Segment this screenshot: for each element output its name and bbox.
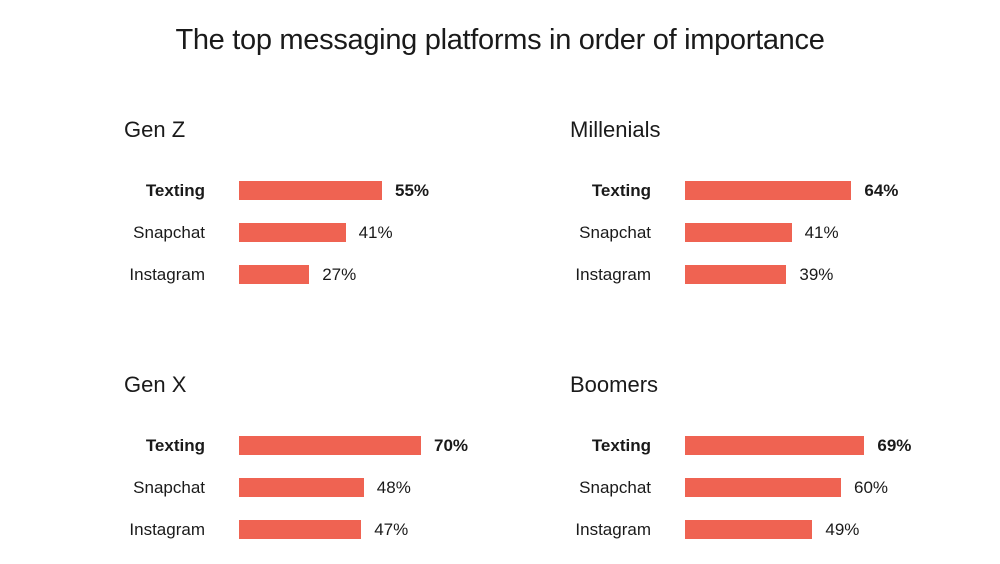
category-label: Texting bbox=[145, 181, 205, 200]
category-label: Instagram bbox=[575, 520, 651, 539]
data-label: 70% bbox=[434, 436, 469, 455]
bar bbox=[239, 478, 364, 497]
data-label: 60% bbox=[854, 478, 889, 497]
data-label: 69% bbox=[877, 436, 912, 455]
bar bbox=[685, 478, 841, 497]
bar bbox=[239, 223, 346, 242]
data-label: 27% bbox=[322, 265, 357, 284]
data-label: 41% bbox=[804, 223, 839, 242]
panel-title: Millenials bbox=[570, 117, 661, 142]
data-label: 48% bbox=[376, 478, 411, 497]
panel-title: Gen X bbox=[124, 372, 187, 397]
panel-title: Boomers bbox=[570, 372, 659, 397]
data-label: 39% bbox=[799, 265, 834, 284]
category-label: Snapchat bbox=[133, 478, 205, 497]
bar bbox=[685, 265, 787, 284]
chart-title: The top messaging platforms in order of … bbox=[175, 24, 825, 56]
category-label: Snapchat bbox=[579, 223, 651, 242]
bar bbox=[685, 520, 813, 539]
bar bbox=[685, 436, 865, 455]
bar bbox=[239, 436, 421, 455]
data-label: 47% bbox=[374, 520, 409, 539]
category-label: Instagram bbox=[129, 520, 205, 539]
category-label: Snapchat bbox=[579, 478, 651, 497]
data-label: 55% bbox=[395, 181, 430, 200]
data-label: 41% bbox=[358, 223, 393, 242]
category-label: Instagram bbox=[575, 265, 651, 284]
data-label: 64% bbox=[864, 181, 899, 200]
category-label: Snapchat bbox=[133, 223, 205, 242]
bar bbox=[239, 181, 382, 200]
data-label: 49% bbox=[825, 520, 860, 539]
category-label: Texting bbox=[591, 181, 651, 200]
category-label: Instagram bbox=[129, 265, 205, 284]
bar bbox=[685, 181, 852, 200]
panel-title: Gen Z bbox=[124, 117, 186, 142]
bar bbox=[239, 265, 310, 284]
category-label: Texting bbox=[145, 436, 205, 455]
category-label: Texting bbox=[591, 436, 651, 455]
bar bbox=[239, 520, 362, 539]
bar bbox=[685, 223, 792, 242]
